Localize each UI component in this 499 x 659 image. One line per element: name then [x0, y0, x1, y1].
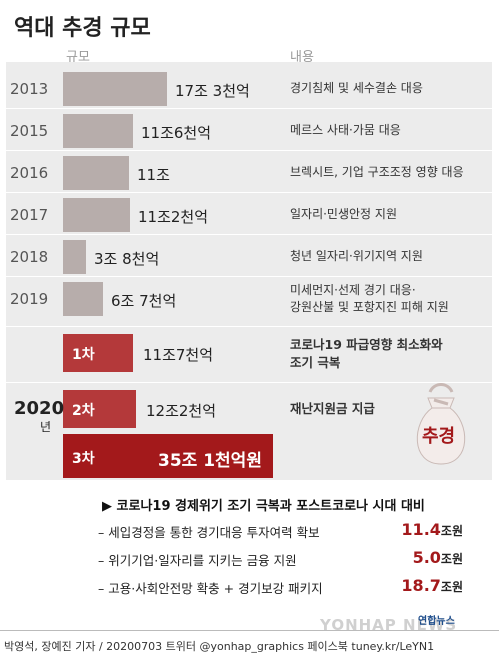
data-bar: [63, 334, 133, 372]
bottom-item-text: – 세입경정을 통한 경기대응 투자여력 확보: [98, 525, 320, 540]
row-divider: [6, 326, 492, 327]
row-divider: [6, 276, 492, 277]
year-label: 2016: [10, 164, 49, 182]
data-bar: [63, 198, 130, 232]
bottom-item-unit: 조원: [440, 580, 463, 594]
value-label: 11조7천억: [143, 346, 214, 364]
column-header-content: 내용: [290, 50, 314, 65]
description-text: 메르스 사태·가뭄 대응: [290, 123, 401, 137]
description-text: 일자리·민생안정 지원: [290, 207, 397, 221]
row-divider: [6, 150, 492, 151]
data-bar: [63, 72, 167, 106]
row-divider: [6, 108, 492, 109]
money-bag-label: 추경: [422, 426, 456, 447]
data-bar: [63, 390, 136, 428]
value-label: 12조2천억: [146, 402, 217, 420]
column-header-size: 규모: [66, 50, 90, 65]
phase-label: 2차: [72, 403, 95, 419]
data-bar: [63, 114, 133, 148]
phase-label: 3차: [72, 451, 95, 467]
value-label: 11조2천억: [138, 208, 209, 226]
data-bar: [63, 282, 103, 316]
value-label: 17조 3천억: [175, 82, 250, 100]
bottom-item-unit: 조원: [440, 524, 463, 538]
description-text: 청년 일자리·위기지역 지원: [290, 249, 423, 263]
bottom-item-text: – 고용·사회안전망 확충 + 경기보강 패키지: [98, 581, 323, 596]
bottom-item-number: 18.7: [401, 576, 441, 595]
page-title: 역대 추경 규모: [14, 16, 151, 41]
bottom-item-amount: 11.4조원: [401, 520, 463, 539]
year-label: 2019: [10, 290, 49, 308]
bottom-title: ▶ 코로나19 경제위기 조기 극복과 포스트코로나 시대 대비: [102, 499, 425, 514]
value-label: 11조: [137, 166, 170, 184]
bottom-item-number: 5.0: [412, 548, 441, 567]
bottom-item-amount: 5.0조원: [413, 548, 463, 567]
value-label: 11조6천억: [141, 124, 212, 142]
description-text: 코로나19 파급영향 최소화와: [290, 337, 443, 352]
money-bag-icon: [416, 383, 466, 465]
description-text: 경기침체 및 세수결손 대응: [290, 81, 423, 95]
description-text: 브렉시트, 기업 구조조정 영향 대응: [290, 165, 464, 179]
watermark: YONHAP NEWS: [320, 616, 458, 634]
bottom-item-unit: 조원: [440, 552, 463, 566]
description-text: 재난지원금 지급: [290, 401, 375, 416]
bottom-item-text: – 위기기업·일자리를 지키는 금융 지원: [98, 553, 297, 568]
description-text: 미세먼지·선제 경기 대응·: [290, 283, 416, 297]
description-text: 조기 극복: [290, 355, 341, 370]
year-2020-suffix: 년: [40, 420, 52, 434]
year-label: 2018: [10, 248, 49, 266]
footer-divider: [0, 630, 499, 631]
yonhap-logo: 연합뉴스: [418, 616, 455, 627]
row-divider: [6, 234, 492, 235]
year-label: 2017: [10, 206, 49, 224]
data-bar: [63, 434, 273, 478]
data-bar: [63, 156, 129, 190]
value-label: 6조 7천억: [111, 292, 177, 310]
phase-label: 1차: [72, 347, 95, 363]
year-2020-label: 2020: [14, 398, 65, 419]
year-label: 2013: [10, 80, 49, 98]
footer-credit: 박영석, 장예진 기자 / 20200703 트위터 @yonhap_graph…: [4, 640, 435, 653]
year-label: 2015: [10, 122, 49, 140]
description-text: 강원산불 및 포항지진 피해 지원: [290, 300, 449, 314]
bottom-item-amount: 18.7조원: [401, 576, 463, 595]
data-bar: [63, 240, 86, 274]
row-divider: [6, 382, 492, 383]
value-label: 35조 1천억원: [158, 451, 262, 471]
row-divider: [6, 192, 492, 193]
bottom-item-number: 11.4: [401, 520, 441, 539]
value-label: 3조 8천억: [94, 250, 160, 268]
